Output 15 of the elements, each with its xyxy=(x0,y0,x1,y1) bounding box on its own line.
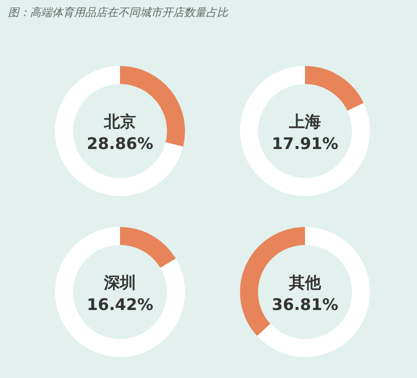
data-label: 16.42% xyxy=(86,295,154,314)
chart-title: 图：高端体育用品店在不同城市开店数量占比 xyxy=(8,6,229,19)
donut-slice xyxy=(55,66,184,196)
data-label: 17.91% xyxy=(272,134,338,153)
donut-slice xyxy=(120,227,176,268)
data-label: 28.86% xyxy=(86,134,154,153)
data-label: 36.81% xyxy=(272,295,338,314)
donut-slice xyxy=(55,227,185,357)
donut-slice xyxy=(257,227,370,357)
slice-label: 北京 xyxy=(103,112,136,131)
slice-label: 其他 xyxy=(288,273,322,292)
slice-label: 深圳 xyxy=(103,273,136,292)
slice-label: 上海 xyxy=(288,112,321,131)
donut-slice xyxy=(305,66,364,111)
donut-slice xyxy=(240,66,370,196)
